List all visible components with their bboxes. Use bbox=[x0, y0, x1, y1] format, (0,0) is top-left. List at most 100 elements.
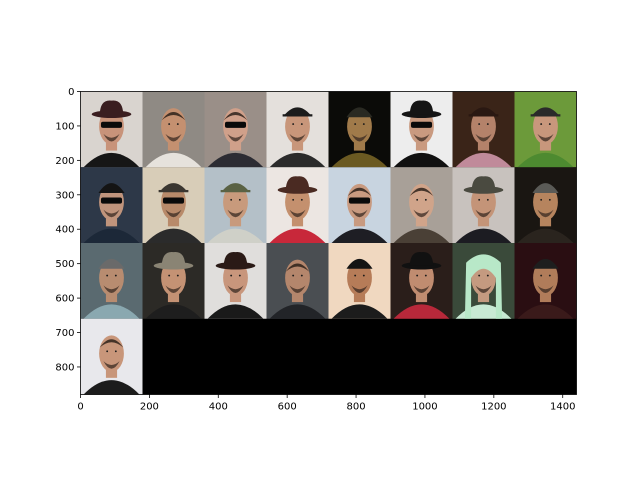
tile-eye-left bbox=[292, 274, 295, 277]
tile-face bbox=[409, 183, 434, 221]
plot-area bbox=[80, 91, 577, 395]
tile-shirt bbox=[145, 304, 202, 319]
tile-cap bbox=[469, 107, 498, 116]
x-tick-label: 0 bbox=[77, 402, 83, 413]
tile-beard bbox=[351, 133, 368, 142]
y-tick-label: 100 bbox=[55, 121, 74, 132]
image-tile bbox=[328, 243, 391, 319]
tile-face bbox=[99, 335, 124, 372]
y-tick-label: 800 bbox=[55, 362, 74, 373]
tile-face bbox=[161, 108, 186, 145]
image-tile bbox=[204, 243, 267, 319]
tile-eye-right bbox=[486, 123, 489, 125]
tile-shirt bbox=[517, 304, 574, 319]
tile-eye-left bbox=[478, 274, 481, 277]
tile-shirt bbox=[331, 228, 388, 243]
tile-shirt bbox=[145, 228, 202, 243]
tile-eye-right bbox=[176, 123, 179, 125]
tile-beard bbox=[475, 209, 492, 218]
tile-beard bbox=[537, 285, 554, 293]
image-tiles bbox=[80, 91, 577, 395]
tile-eye-left bbox=[478, 198, 481, 201]
image-tile bbox=[266, 91, 329, 168]
tile-beard bbox=[289, 285, 306, 293]
image-tile bbox=[390, 91, 453, 168]
tile-shirt bbox=[83, 152, 140, 168]
tile-beard bbox=[227, 209, 244, 218]
image-tile bbox=[452, 91, 515, 168]
tile-eye-right bbox=[238, 198, 241, 201]
tile-cap bbox=[283, 107, 312, 116]
image-tile bbox=[204, 167, 267, 243]
y-tick-label: 400 bbox=[55, 225, 74, 236]
image-tile bbox=[328, 91, 391, 168]
tile-hat-crown bbox=[409, 251, 434, 266]
tile-face bbox=[533, 108, 558, 145]
image-tile bbox=[80, 243, 143, 319]
image-tile bbox=[142, 167, 205, 243]
image-tile bbox=[142, 91, 205, 168]
tile-shirt bbox=[207, 228, 264, 243]
tile-shirt bbox=[393, 228, 450, 243]
tile-shirt bbox=[331, 304, 388, 319]
image-tile bbox=[80, 91, 143, 168]
y-tick-label: 500 bbox=[55, 259, 74, 270]
tile-eye-left bbox=[168, 274, 171, 277]
tile-eye-left bbox=[540, 123, 543, 125]
tile-shirt bbox=[145, 152, 202, 168]
tile-eye-right bbox=[486, 274, 489, 277]
tile-beanie bbox=[532, 258, 559, 269]
tile-hat-crown bbox=[99, 100, 124, 115]
tile-cap-brim bbox=[282, 114, 313, 117]
tile-eye-left bbox=[106, 350, 109, 353]
tile-face bbox=[471, 108, 496, 145]
tile-beard bbox=[103, 285, 120, 293]
tile-eye-right bbox=[548, 123, 551, 125]
tile-hair bbox=[285, 263, 310, 272]
tile-beard bbox=[165, 133, 182, 142]
tile-shirt bbox=[83, 304, 140, 319]
tile-shirt bbox=[455, 228, 512, 243]
tile-eye-right bbox=[424, 198, 427, 201]
tile-sunglasses bbox=[410, 121, 433, 128]
y-axis: 0 100 200 300 400 500 600 700 800 bbox=[55, 87, 81, 373]
tile-eye-right bbox=[548, 198, 551, 201]
tile-hat-crown bbox=[471, 176, 496, 190]
tile-eye-left bbox=[540, 198, 543, 201]
tile-beard bbox=[165, 285, 182, 293]
tile-face bbox=[285, 259, 310, 297]
x-tick-label: 1000 bbox=[412, 402, 437, 413]
tile-eye-right bbox=[300, 274, 303, 277]
tile-shirt bbox=[269, 152, 326, 168]
image-tile bbox=[204, 91, 267, 168]
tile-shirt bbox=[331, 152, 388, 168]
tile-eye-right bbox=[300, 198, 303, 201]
tile-beard bbox=[475, 285, 492, 293]
tile-beard bbox=[537, 133, 554, 142]
tile-beard bbox=[413, 133, 430, 142]
tile-beard bbox=[475, 133, 492, 142]
tile-beanie bbox=[98, 183, 125, 194]
tile-shirt bbox=[83, 228, 140, 243]
tile-eye-left bbox=[106, 274, 109, 277]
image-tile bbox=[266, 243, 329, 319]
image-tile bbox=[390, 243, 453, 319]
x-tick-label: 1200 bbox=[481, 402, 506, 413]
tile-shirt bbox=[455, 152, 512, 168]
x-tick-label: 800 bbox=[347, 402, 366, 413]
image-tile bbox=[452, 243, 515, 319]
tile-beard bbox=[413, 285, 430, 293]
tile-shirt bbox=[393, 304, 450, 319]
tile-sunglasses bbox=[100, 197, 123, 204]
tile-sunglasses bbox=[162, 197, 185, 204]
tile-beard bbox=[289, 133, 306, 142]
x-tick-label: 600 bbox=[278, 402, 297, 413]
image-tile bbox=[452, 167, 515, 243]
x-tick-label: 400 bbox=[209, 402, 228, 413]
image-tile bbox=[266, 167, 329, 243]
tile-beanie bbox=[346, 258, 373, 269]
tile-eye-left bbox=[478, 123, 481, 125]
tile-shirt bbox=[207, 304, 264, 319]
tile-beard bbox=[165, 209, 182, 218]
